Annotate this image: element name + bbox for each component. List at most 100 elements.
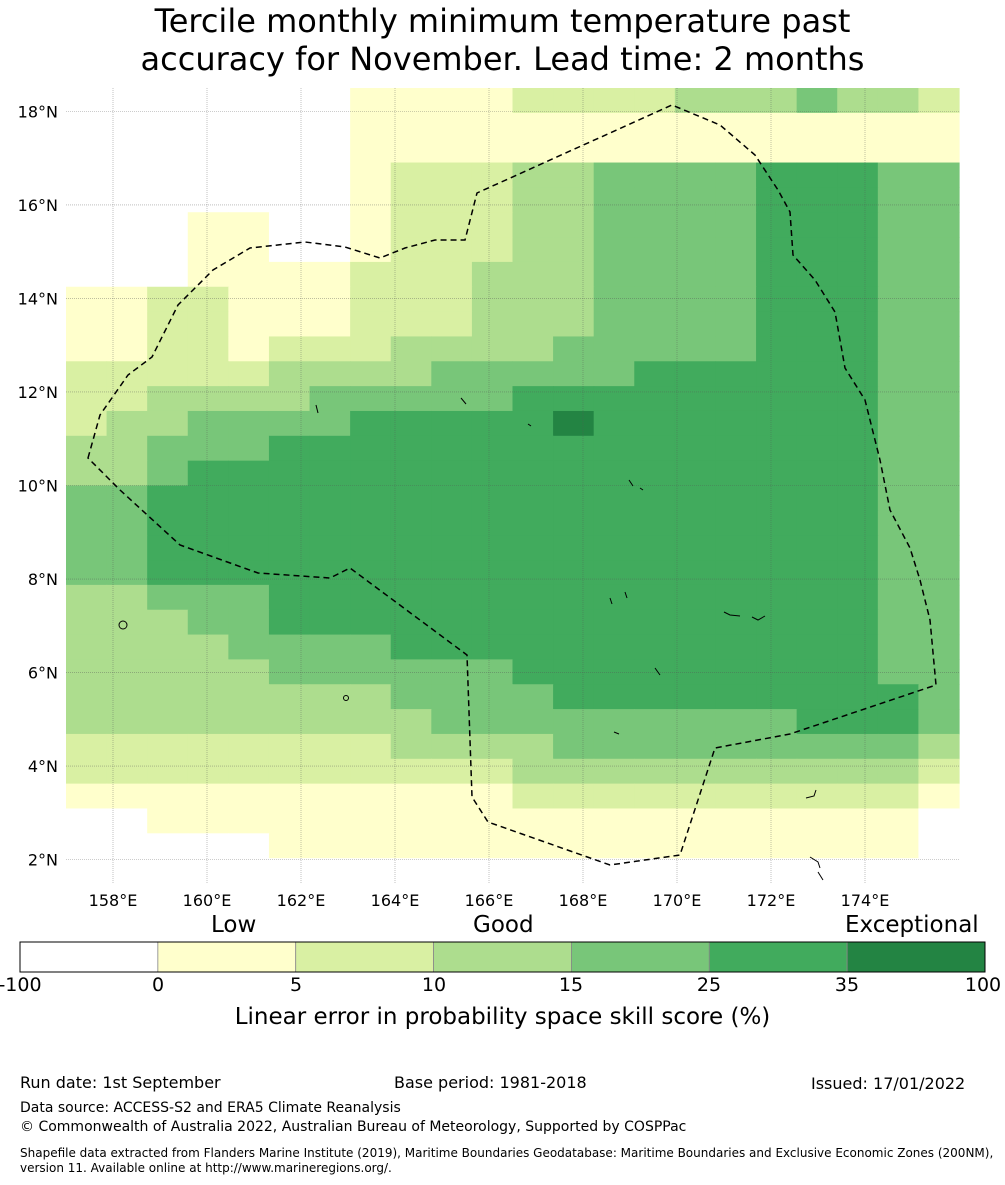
skill-cell — [350, 858, 392, 884]
skill-cell — [147, 560, 189, 586]
colorbar-tick: 25 — [696, 974, 722, 996]
colorbar-swatch — [433, 941, 572, 973]
skill-cell — [309, 386, 351, 412]
skill-cell — [431, 833, 473, 859]
skill-cell — [66, 709, 108, 735]
skill-cell — [228, 410, 270, 437]
skill-cell — [187, 584, 229, 611]
skill-cell — [593, 659, 635, 685]
skill-cell — [228, 137, 270, 164]
skill-cell — [106, 361, 148, 387]
skill-cell — [918, 758, 960, 785]
skill-cell — [674, 833, 717, 859]
skill-cell — [796, 758, 838, 785]
skill-cell — [756, 162, 798, 188]
colorbar-swatch — [157, 941, 297, 973]
skill-cell — [268, 783, 311, 810]
skill-cell — [390, 88, 432, 114]
skill-cell — [674, 410, 717, 437]
skill-cell — [350, 187, 392, 213]
skill-cell — [471, 560, 514, 586]
skill-cell — [796, 634, 838, 660]
skill-cell — [918, 510, 960, 536]
skill-cell — [877, 386, 920, 412]
base-period: Base period: 1981-2018 — [394, 1073, 587, 1092]
skill-cell — [512, 510, 554, 536]
skill-cell — [147, 112, 189, 139]
skill-cell — [228, 584, 270, 611]
skill-cell — [350, 584, 392, 611]
skill-cell — [147, 410, 189, 437]
skill-cell — [309, 833, 351, 859]
skill-cell — [309, 808, 351, 834]
skill-cell — [228, 808, 270, 834]
skill-cell — [228, 212, 270, 238]
skill-cell — [309, 212, 351, 238]
skill-cell — [553, 410, 595, 437]
skill-cell — [756, 485, 798, 511]
skill-cell — [106, 560, 148, 586]
skill-cell — [715, 162, 757, 188]
y-tick-label: 8°N — [28, 570, 58, 589]
skill-cell — [228, 684, 270, 710]
skill-cell — [593, 808, 635, 834]
skill-cell — [796, 137, 838, 164]
skill-cell — [350, 286, 392, 313]
skill-cell — [106, 485, 148, 511]
skill-cell — [512, 634, 554, 660]
skill-cell — [106, 88, 148, 114]
skill-cell — [918, 212, 960, 238]
colorbar-tick: 0 — [151, 974, 165, 996]
skill-cell — [268, 808, 311, 834]
skill-cell — [877, 162, 920, 188]
skill-cell — [106, 336, 148, 362]
skill-cell — [350, 808, 392, 834]
skill-cell — [512, 286, 554, 313]
skill-cell — [512, 460, 554, 487]
skill-cell — [918, 733, 960, 760]
skill-cell — [837, 88, 879, 114]
skill-cell — [66, 386, 108, 412]
skill-cell — [106, 858, 148, 884]
skill-cell — [715, 584, 757, 611]
skill-cell — [431, 286, 473, 313]
skill-cell — [634, 435, 676, 462]
skill-cell — [187, 286, 229, 313]
skill-cell — [268, 510, 311, 536]
skill-cell — [431, 162, 473, 188]
skill-cell — [66, 212, 108, 238]
skill-cell — [228, 336, 270, 362]
skill-cell — [431, 386, 473, 412]
skill-cell — [431, 261, 473, 288]
skill-cell — [877, 758, 920, 785]
skill-cell — [634, 410, 676, 437]
skill-cell — [634, 560, 676, 586]
skill-cell — [674, 361, 717, 387]
skill-cell — [837, 684, 879, 710]
skill-cell — [837, 833, 879, 859]
skill-cell — [634, 485, 676, 511]
skill-cell — [187, 212, 229, 238]
skill-cell — [877, 336, 920, 362]
skill-cell — [796, 112, 838, 139]
skill-cell — [147, 709, 189, 735]
skill-cell — [66, 187, 108, 213]
data-source: Data source: ACCESS-S2 and ERA5 Climate … — [20, 1100, 401, 1116]
skill-cell — [471, 634, 514, 660]
skill-cell — [634, 187, 676, 213]
skill-cell — [66, 137, 108, 164]
skill-cell — [553, 858, 595, 884]
skill-cell — [634, 510, 676, 536]
skill-cell — [877, 510, 920, 536]
skill-cell — [228, 88, 270, 114]
skill-cell — [715, 510, 757, 536]
skill-cell — [674, 162, 717, 188]
skill-cell — [66, 684, 108, 710]
skill-cell — [147, 733, 189, 760]
skill-cell — [390, 112, 432, 139]
skill-cell — [715, 858, 757, 884]
shapefile-credit-line1: Shapefile data extracted from Flanders M… — [20, 1146, 994, 1160]
skill-cell — [593, 435, 635, 462]
skill-cell — [228, 187, 270, 213]
skill-cell — [147, 659, 189, 685]
